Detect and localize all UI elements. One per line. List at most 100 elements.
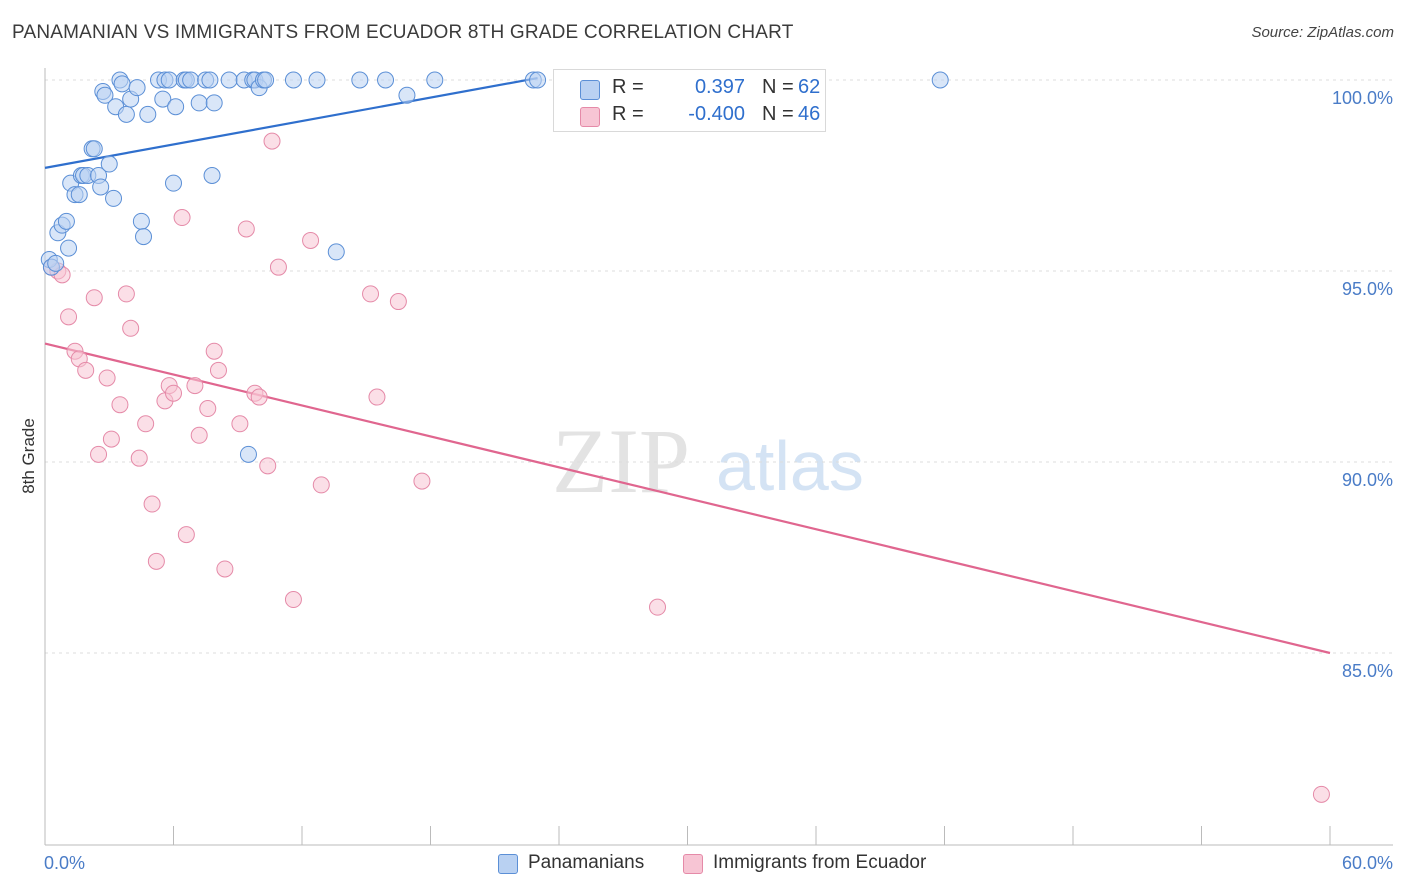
data-point-panamanians (182, 71, 200, 89)
data-point-ecuador (60, 308, 78, 326)
data-point-ecuador (85, 289, 103, 307)
y-tick-label: 95.0% (1342, 279, 1393, 299)
correlation-legend: R = 0.397 N = 62 R = -0.400 N = 46 (553, 69, 826, 132)
data-point-ecuador (209, 361, 227, 379)
data-point-panamanians (398, 86, 416, 104)
data-point-ecuador (368, 388, 386, 406)
data-point-ecuador (90, 445, 108, 463)
data-point-panamanians (931, 71, 949, 89)
bottom-legend-swatch-blue (498, 854, 518, 874)
bottom-legend-swatch-pink (683, 854, 703, 874)
data-point-ecuador (205, 342, 223, 360)
data-point-panamanians (132, 212, 150, 230)
y-tick-label: 90.0% (1342, 470, 1393, 490)
data-point-ecuador (98, 369, 116, 387)
data-point-ecuador (413, 472, 431, 490)
data-point-panamanians (57, 212, 75, 230)
data-point-ecuador (102, 430, 120, 448)
data-point-panamanians (165, 174, 182, 192)
data-point-panamanians (113, 75, 131, 93)
y-tick-label: 85.0% (1342, 661, 1393, 681)
data-point-ecuador (199, 400, 217, 418)
data-point-panamanians (70, 186, 88, 204)
data-point-panamanians (327, 243, 345, 261)
gridlines (45, 79, 1393, 654)
data-point-ecuador (111, 396, 129, 414)
data-point-ecuador (649, 598, 667, 616)
y-tick-label: 100.0% (1332, 88, 1393, 108)
axis-labels: 100.0% 95.0% 90.0% 85.0% 0.0% 60.0% 8th Grade (19, 88, 1393, 873)
bottom-legend-label: Immigrants from Ecuador (713, 852, 927, 873)
data-point-ecuador (237, 220, 255, 238)
data-point-panamanians (139, 105, 157, 123)
data-point-ecuador (173, 209, 191, 227)
watermark-zip: ZIP (552, 410, 690, 512)
data-point-panamanians (167, 98, 185, 116)
data-point-ecuador (117, 285, 135, 303)
data-point-panamanians (203, 167, 221, 184)
data-point-ecuador (177, 526, 195, 544)
x-tick-label: 60.0% (1342, 853, 1393, 873)
data-point-ecuador (231, 415, 249, 433)
data-point-ecuador (130, 449, 148, 467)
axes (44, 68, 1393, 846)
data-point-panamanians (128, 79, 146, 97)
data-point-ecuador (147, 552, 165, 570)
data-point-panamanians (426, 71, 444, 89)
data-point-panamanians (201, 71, 219, 89)
legend-n-value: 62 (798, 76, 821, 98)
legend-r-label: R = (612, 76, 644, 98)
data-point-ecuador (263, 132, 281, 150)
data-point-panamanians (100, 155, 118, 173)
data-point-panamanians (96, 86, 114, 104)
data-point-ecuador (250, 388, 268, 406)
data-point-panamanians (92, 178, 110, 196)
legend-n-label: N = (762, 103, 794, 125)
data-point-ecuador (77, 361, 95, 379)
data-point-ecuador (216, 560, 234, 578)
data-point-ecuador (137, 415, 155, 433)
data-point-ecuador (259, 457, 277, 475)
legend-n-value: 46 (798, 103, 821, 125)
watermark-atlas: atlas (716, 427, 864, 505)
legend-r-label: R = (612, 103, 644, 125)
data-point-panamanians (239, 445, 257, 463)
data-point-ecuador (122, 319, 140, 337)
data-point-ecuador (165, 384, 182, 402)
data-point-ecuador (284, 591, 302, 609)
data-point-panamanians (85, 140, 103, 158)
data-point-panamanians (529, 71, 547, 89)
source-label: Source: ZipAtlas.com (1251, 24, 1394, 41)
legend-r-value: 0.397 (694, 76, 745, 98)
legend-r-value: -0.400 (688, 103, 745, 125)
bottom-legend-label: Panamanians (528, 852, 645, 873)
data-point-panamanians (60, 239, 78, 257)
data-point-ecuador (1312, 785, 1330, 803)
data-point-panamanians (117, 105, 135, 123)
data-point-ecuador (389, 293, 407, 311)
trend-line-panamanians (44, 77, 538, 169)
y-axis-title: 8th Grade (19, 418, 38, 494)
data-point-panamanians (377, 71, 395, 89)
data-point-ecuador (362, 285, 380, 303)
legend-n-label: N = (762, 76, 794, 98)
data-point-ecuador (186, 377, 204, 395)
data-point-ecuador (302, 231, 320, 249)
data-point-panamanians (205, 94, 223, 112)
data-point-ecuador (312, 476, 330, 494)
data-point-ecuador (269, 258, 287, 276)
trend-line-ecuador (44, 342, 1331, 655)
x-tick-label: 0.0% (44, 853, 85, 873)
data-point-panamanians (308, 71, 326, 89)
legend-swatch-blue (580, 80, 600, 100)
data-point-panamanians (105, 189, 123, 207)
data-point-panamanians (160, 71, 178, 89)
data-point-panamanians (190, 94, 208, 112)
series-panamanians-points (40, 71, 949, 463)
data-point-panamanians (284, 71, 302, 89)
chart-title: PANAMANIAN VS IMMIGRANTS FROM ECUADOR 8T… (12, 22, 794, 43)
data-point-panamanians (135, 228, 153, 246)
data-point-panamanians (154, 90, 172, 108)
data-point-panamanians (351, 71, 369, 89)
